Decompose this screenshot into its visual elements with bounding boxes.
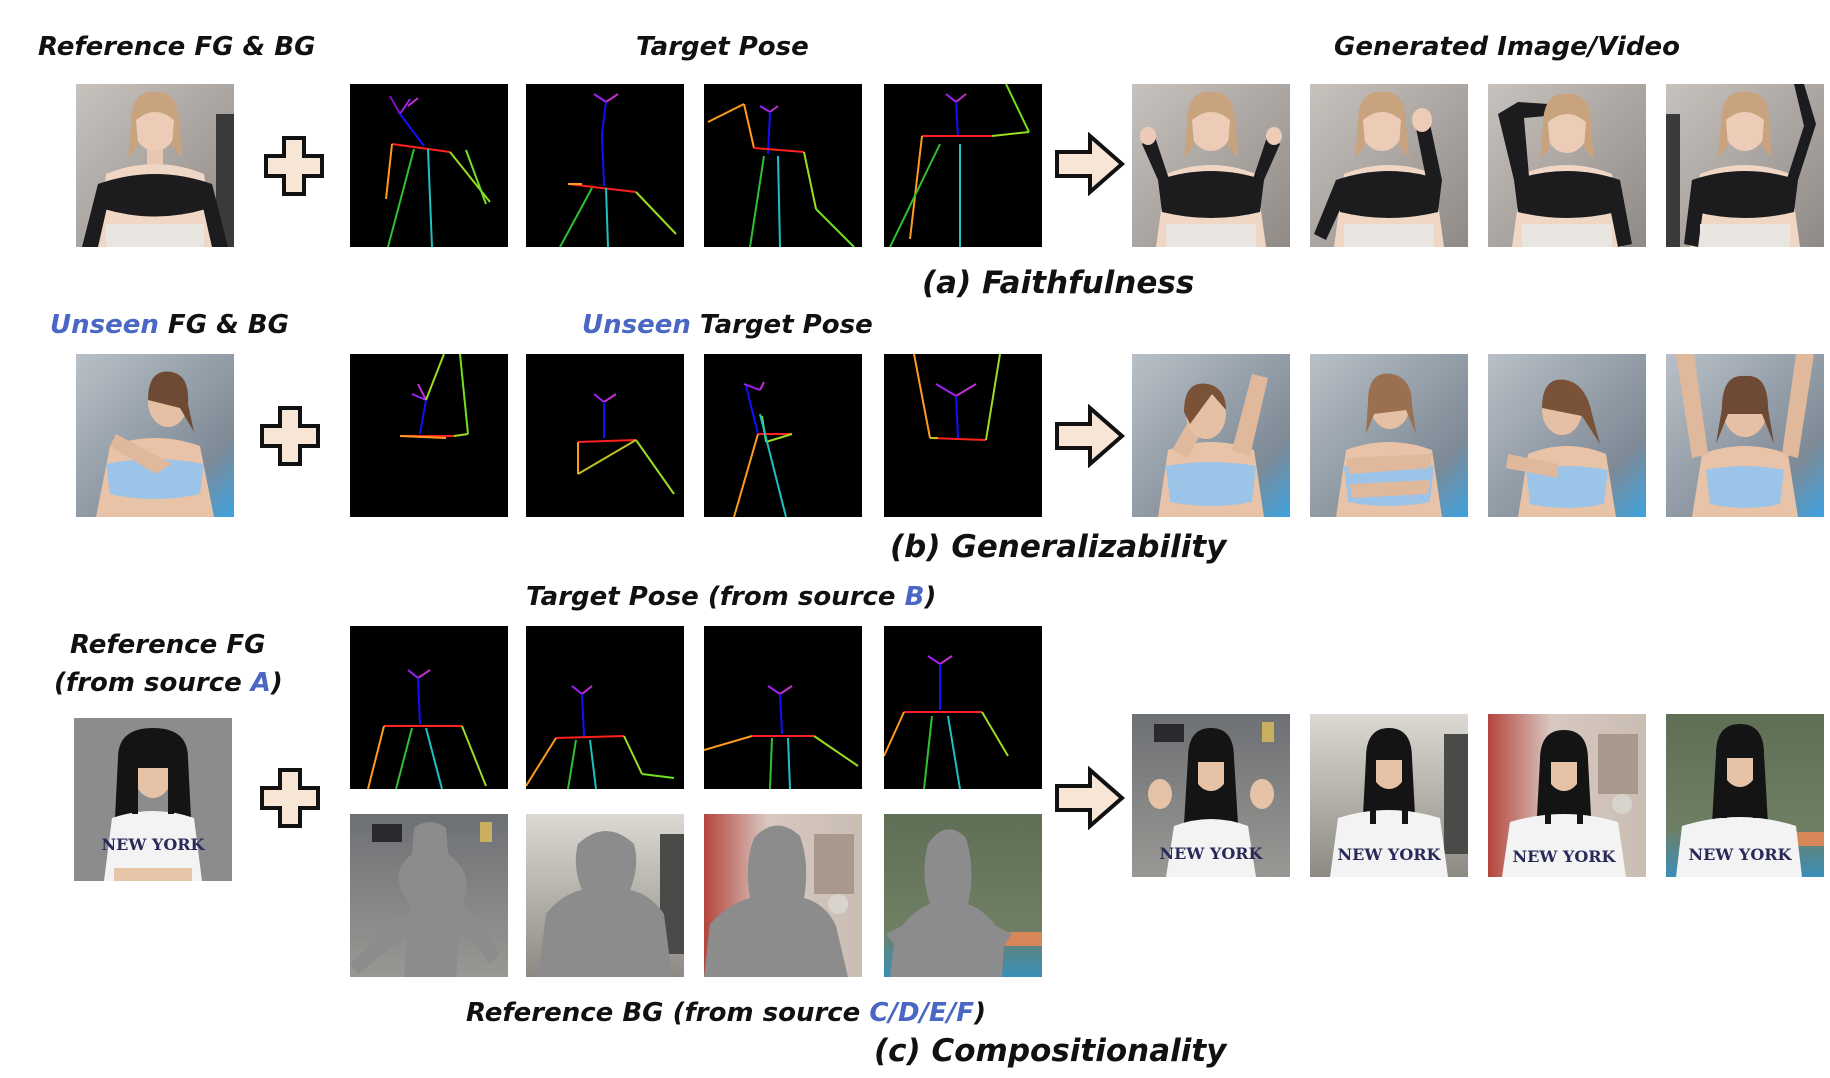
row-b-generated-3 — [1488, 354, 1646, 517]
row-c-generated-2: NEW YORK — [1310, 714, 1468, 877]
row-b-ref-rest: FG & BG — [158, 310, 289, 340]
plus-icon — [260, 768, 320, 828]
row-b-pose-3 — [704, 354, 862, 517]
row-b-pose-label: Unseen Target Pose — [582, 312, 873, 338]
row-c-pose-pre: Target Pose (from source — [526, 582, 905, 612]
row-a-generated-1 — [1132, 84, 1290, 247]
row-a-reference-image — [76, 84, 234, 247]
row-c-pose-1 — [350, 626, 508, 789]
row-c-generated-1: NEW YORK — [1132, 714, 1290, 877]
row-b-pose-unseen: Unseen — [582, 310, 691, 340]
arrow-right-icon — [1054, 132, 1126, 196]
row-c-ref-fg-source: A — [250, 668, 271, 698]
row-b-pose-rest: Target Pose — [690, 310, 873, 340]
row-c-pose-4 — [884, 626, 1042, 789]
row-b-generated-2 — [1310, 354, 1468, 517]
row-b-generated-1 — [1132, 354, 1290, 517]
caption-faithfulness: (a) Faithfulness — [922, 265, 1195, 301]
row-a-generated-3 — [1488, 84, 1646, 247]
row-b-pose-4 — [884, 354, 1042, 517]
plus-icon — [264, 136, 324, 196]
row-c-ref-fg-line1: Reference FG — [70, 630, 266, 660]
row-a-pose-1 — [350, 84, 508, 247]
row-c-pose-source: B — [904, 582, 925, 612]
row-c-ref-fg-line2: (from source A) — [54, 670, 283, 696]
arrow-right-icon — [1054, 766, 1126, 830]
shirt-print-text: NEW YORK — [1689, 845, 1793, 864]
row-c-generated-4: NEW YORK — [1666, 714, 1824, 877]
row-c-ref-fg-post: ) — [270, 668, 283, 698]
row-b-pose-1 — [350, 354, 508, 517]
row-c-background-2 — [526, 814, 684, 977]
row-c-pose-2 — [526, 626, 684, 789]
row-c-pose-3 — [704, 626, 862, 789]
row-c-background-1 — [350, 814, 508, 977]
shirt-print-text: NEW YORK — [102, 835, 206, 854]
row-c-reference-fg-image: NEW YORK — [74, 718, 232, 881]
row-b-pose-2 — [526, 354, 684, 517]
row-a-pose-3 — [704, 84, 862, 247]
row-c-ref-fg-pre: (from source — [54, 668, 251, 698]
row-b-reference-image — [76, 354, 234, 517]
shirt-print-text: NEW YORK — [1160, 844, 1264, 863]
row-a-pose-label: Target Pose — [636, 32, 809, 62]
row-a-generated-2 — [1310, 84, 1468, 247]
row-c-background-3 — [704, 814, 862, 977]
caption-compositionality: (c) Compositionality — [874, 1033, 1227, 1069]
row-c-bg-post: ) — [974, 998, 986, 1028]
row-b-ref-unseen: Unseen — [50, 310, 159, 340]
row-b-ref-label: Unseen FG & BG — [50, 312, 289, 338]
row-a-pose-4 — [884, 84, 1042, 247]
row-c-pose-label: Target Pose (from source B) — [526, 584, 936, 610]
row-c-background-4 — [884, 814, 1042, 977]
arrow-right-icon — [1054, 404, 1126, 468]
row-c-bg-pre: Reference BG (from source — [466, 998, 870, 1028]
row-a-ref-label: Reference FG & BG — [38, 32, 316, 62]
row-a-generated-4 — [1666, 84, 1824, 247]
plus-icon — [260, 406, 320, 466]
caption-generalizability: (b) Generalizability — [890, 529, 1227, 565]
shirt-print-text: NEW YORK — [1513, 847, 1617, 866]
row-c-generated-3: NEW YORK — [1488, 714, 1646, 877]
row-a-pose-2 — [526, 84, 684, 247]
row-a-output-label: Generated Image/Video — [1334, 32, 1680, 62]
row-c-pose-post: ) — [924, 582, 937, 612]
shirt-print-text: NEW YORK — [1338, 845, 1442, 864]
row-b-generated-4 — [1666, 354, 1824, 517]
row-c-bg-source: C/D/E/F — [869, 998, 975, 1028]
row-c-bg-label: Reference BG (from source C/D/E/F) — [466, 1000, 986, 1026]
